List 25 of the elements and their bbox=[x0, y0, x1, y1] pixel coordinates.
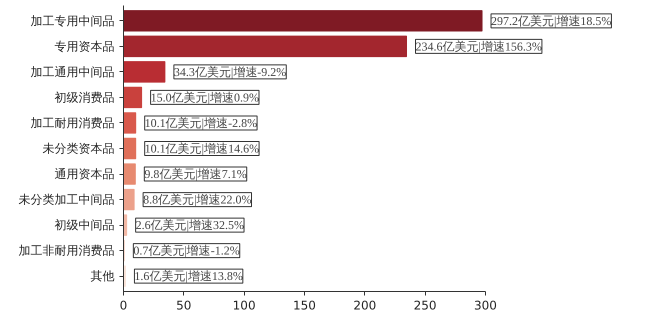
x-tick-label: 150 bbox=[293, 298, 316, 312]
x-tick-label: 300 bbox=[474, 298, 497, 312]
x-tick-label: 100 bbox=[232, 298, 256, 312]
x-tick-label: 50 bbox=[176, 298, 192, 312]
y-tick-label: 加工通用中间品 bbox=[30, 64, 114, 79]
y-tick-label: 加工专用中间品 bbox=[30, 14, 114, 28]
data-label: 1.6亿美元|增速13.8% bbox=[134, 269, 243, 284]
x-tick-label: 200 bbox=[353, 298, 376, 312]
y-tick-label: 初级消费品 bbox=[54, 90, 114, 104]
data-label: 15.0亿美元|增速0.9% bbox=[150, 90, 259, 104]
y-tick-label: 专用资本品 bbox=[54, 39, 114, 54]
y-tick-label: 加工非耐用消费品 bbox=[18, 244, 114, 258]
data-label: 34.3亿美元|增速-9.2% bbox=[174, 64, 286, 79]
y-tick-label: 未分类资本品 bbox=[42, 142, 114, 156]
data-label: 297.2亿美元|增速18.5% bbox=[491, 14, 612, 28]
x-tick-label: 250 bbox=[414, 298, 437, 312]
x-tick-label: 0 bbox=[120, 298, 128, 312]
data-label: 8.8亿美元|增速22.0% bbox=[143, 192, 252, 207]
y-tick-label: 未分类加工中间品 bbox=[18, 192, 114, 207]
y-tick-label: 其他 bbox=[90, 269, 114, 284]
y-tick-label: 初级中间品 bbox=[54, 218, 114, 232]
y-tick-label: 加工耐用消费品 bbox=[30, 116, 114, 130]
data-label: 2.6亿美元|增速32.5% bbox=[136, 218, 244, 232]
data-label: 234.6亿美元|增速156.3% bbox=[416, 39, 542, 54]
y-tick-label: 通用资本品 bbox=[54, 167, 114, 182]
